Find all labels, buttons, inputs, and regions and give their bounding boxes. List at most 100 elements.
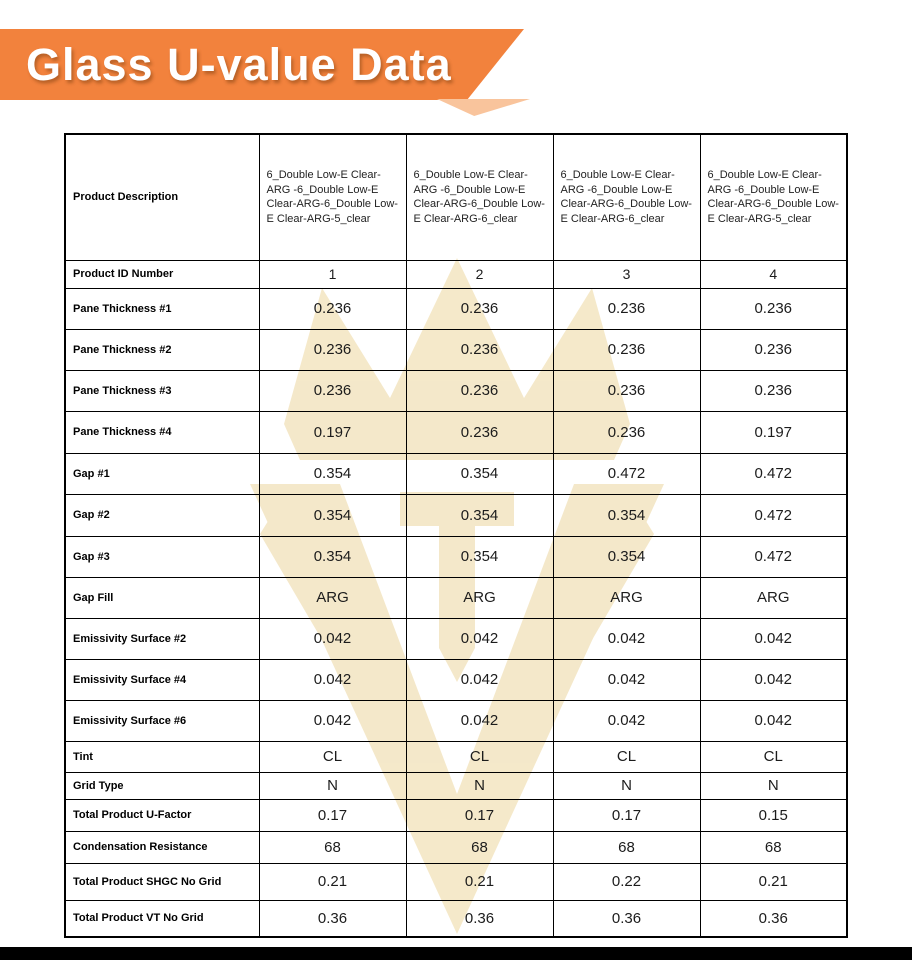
value-cell: CL: [699, 740, 848, 773]
table-body: Product Description 6_Double Low-E Clear-…: [64, 133, 848, 938]
table-row: Gap #3 0.354 0.354 0.354 0.472: [64, 535, 848, 578]
product-description-cell: 6_Double Low-E Clear- ARG -6_Double Low-…: [258, 133, 407, 261]
value-cell: 0.197: [258, 410, 407, 454]
value-cell: 0.042: [699, 658, 848, 701]
value-cell: 0.042: [405, 617, 554, 660]
value-cell: 0.236: [405, 287, 554, 330]
value-cell: ARG: [405, 576, 554, 619]
value-cell: 3: [552, 259, 701, 289]
title-banner: Glass U-value Data: [0, 29, 524, 100]
value-cell: 0.236: [552, 410, 701, 454]
table-row: Total Product VT No Grid 0.36 0.36 0.36 0.36: [64, 899, 848, 938]
value-cell: 0.236: [552, 369, 701, 412]
value-cell: 2: [405, 259, 554, 289]
product-description-cell: 6_Double Low-E Clear- ARG -6_Double Low-…: [552, 133, 701, 261]
table-row: Emissivity Surface #6 0.042 0.042 0.042 0.04…: [64, 699, 848, 742]
row-label: Total Product VT No Grid: [64, 899, 260, 938]
value-cell: 0.354: [258, 535, 407, 578]
value-cell: 0.042: [258, 699, 407, 742]
table-row: Tint CL CL CL CL: [64, 740, 848, 773]
row-label: Gap #2: [64, 493, 260, 537]
value-cell: 0.042: [552, 617, 701, 660]
value-cell: 0.472: [699, 493, 848, 537]
value-cell: ARG: [699, 576, 848, 619]
value-cell: CL: [552, 740, 701, 773]
table-row: Pane Thickness #1 0.236 0.236 0.236 0.236: [64, 287, 848, 330]
value-cell: 68: [405, 830, 554, 864]
value-cell: CL: [405, 740, 554, 773]
value-cell: 0.236: [699, 287, 848, 330]
value-cell: 0.36: [699, 899, 848, 938]
value-cell: 0.472: [552, 452, 701, 495]
row-label: Gap Fill: [64, 576, 260, 619]
table-row: Product Description 6_Double Low-E Clear-…: [64, 133, 848, 261]
row-label: Pane Thickness #2: [64, 328, 260, 371]
value-cell: 0.354: [552, 535, 701, 578]
page-title: Glass U-value Data: [26, 38, 452, 90]
value-cell: 0.236: [405, 369, 554, 412]
value-cell: ARG: [552, 576, 701, 619]
value-cell: 0.236: [405, 410, 554, 454]
row-label: Pane Thickness #4: [64, 410, 260, 454]
value-cell: N: [552, 771, 701, 800]
value-cell: 1: [258, 259, 407, 289]
table-row: Gap #2 0.354 0.354 0.354 0.472: [64, 493, 848, 537]
value-cell: 0.36: [405, 899, 554, 938]
table-row: Pane Thickness #3 0.236 0.236 0.236 0.236: [64, 369, 848, 412]
table-row: Gap #1 0.354 0.354 0.472 0.472: [64, 452, 848, 495]
value-cell: N: [258, 771, 407, 800]
row-label: Condensation Resistance: [64, 830, 260, 864]
glass-data-table: Product Description 6_Double Low-E Clear-…: [64, 133, 848, 938]
row-label: Product ID Number: [64, 259, 260, 289]
value-cell: 0.354: [258, 493, 407, 537]
row-label: Total Product SHGC No Grid: [64, 862, 260, 901]
value-cell: 68: [699, 830, 848, 864]
table-row: Pane Thickness #4 0.197 0.236 0.236 0.197: [64, 410, 848, 454]
value-cell: ARG: [258, 576, 407, 619]
value-cell: 0.36: [258, 899, 407, 938]
table-row: Pane Thickness #2 0.236 0.236 0.236 0.236: [64, 328, 848, 371]
value-cell: 4: [699, 259, 848, 289]
table-row: Gap Fill ARG ARG ARG ARG: [64, 576, 848, 619]
value-cell: 68: [258, 830, 407, 864]
value-cell: 0.236: [405, 328, 554, 371]
value-cell: 0.354: [405, 452, 554, 495]
row-label: Emissivity Surface #2: [64, 617, 260, 660]
value-cell: 0.17: [405, 798, 554, 832]
product-description-cell: 6_Double Low-E Clear- ARG -6_Double Low-…: [699, 133, 848, 261]
table-row: Emissivity Surface #2 0.042 0.042 0.042 0.04…: [64, 617, 848, 660]
value-cell: 0.197: [699, 410, 848, 454]
value-cell: 0.21: [405, 862, 554, 901]
value-cell: 0.042: [258, 658, 407, 701]
banner-fold-triangle: [437, 99, 530, 116]
value-cell: 0.236: [258, 287, 407, 330]
value-cell: 0.22: [552, 862, 701, 901]
value-cell: 0.21: [258, 862, 407, 901]
row-label: Product Description: [64, 133, 260, 261]
table-row: Total Product U-Factor 0.17 0.17 0.17 0.15: [64, 798, 848, 832]
value-cell: 0.042: [552, 658, 701, 701]
value-cell: 0.236: [699, 369, 848, 412]
table-row: Product ID Number 1 2 3 4: [64, 259, 848, 289]
value-cell: 0.042: [699, 617, 848, 660]
row-label: Grid Type: [64, 771, 260, 800]
value-cell: CL: [258, 740, 407, 773]
value-cell: 0.36: [552, 899, 701, 938]
footer-bar: [0, 947, 912, 960]
row-label: Emissivity Surface #6: [64, 699, 260, 742]
row-label: Gap #1: [64, 452, 260, 495]
value-cell: 0.042: [405, 658, 554, 701]
value-cell: N: [699, 771, 848, 800]
value-cell: 0.236: [258, 328, 407, 371]
value-cell: 0.472: [699, 535, 848, 578]
value-cell: N: [405, 771, 554, 800]
row-label: Tint: [64, 740, 260, 773]
value-cell: 0.354: [405, 493, 554, 537]
value-cell: 0.21: [699, 862, 848, 901]
table-row: Condensation Resistance 68 68 68 68: [64, 830, 848, 864]
row-label: Pane Thickness #1: [64, 287, 260, 330]
row-label: Emissivity Surface #4: [64, 658, 260, 701]
table-row: Grid Type N N N N: [64, 771, 848, 800]
value-cell: 0.15: [699, 798, 848, 832]
value-cell: 0.042: [405, 699, 554, 742]
